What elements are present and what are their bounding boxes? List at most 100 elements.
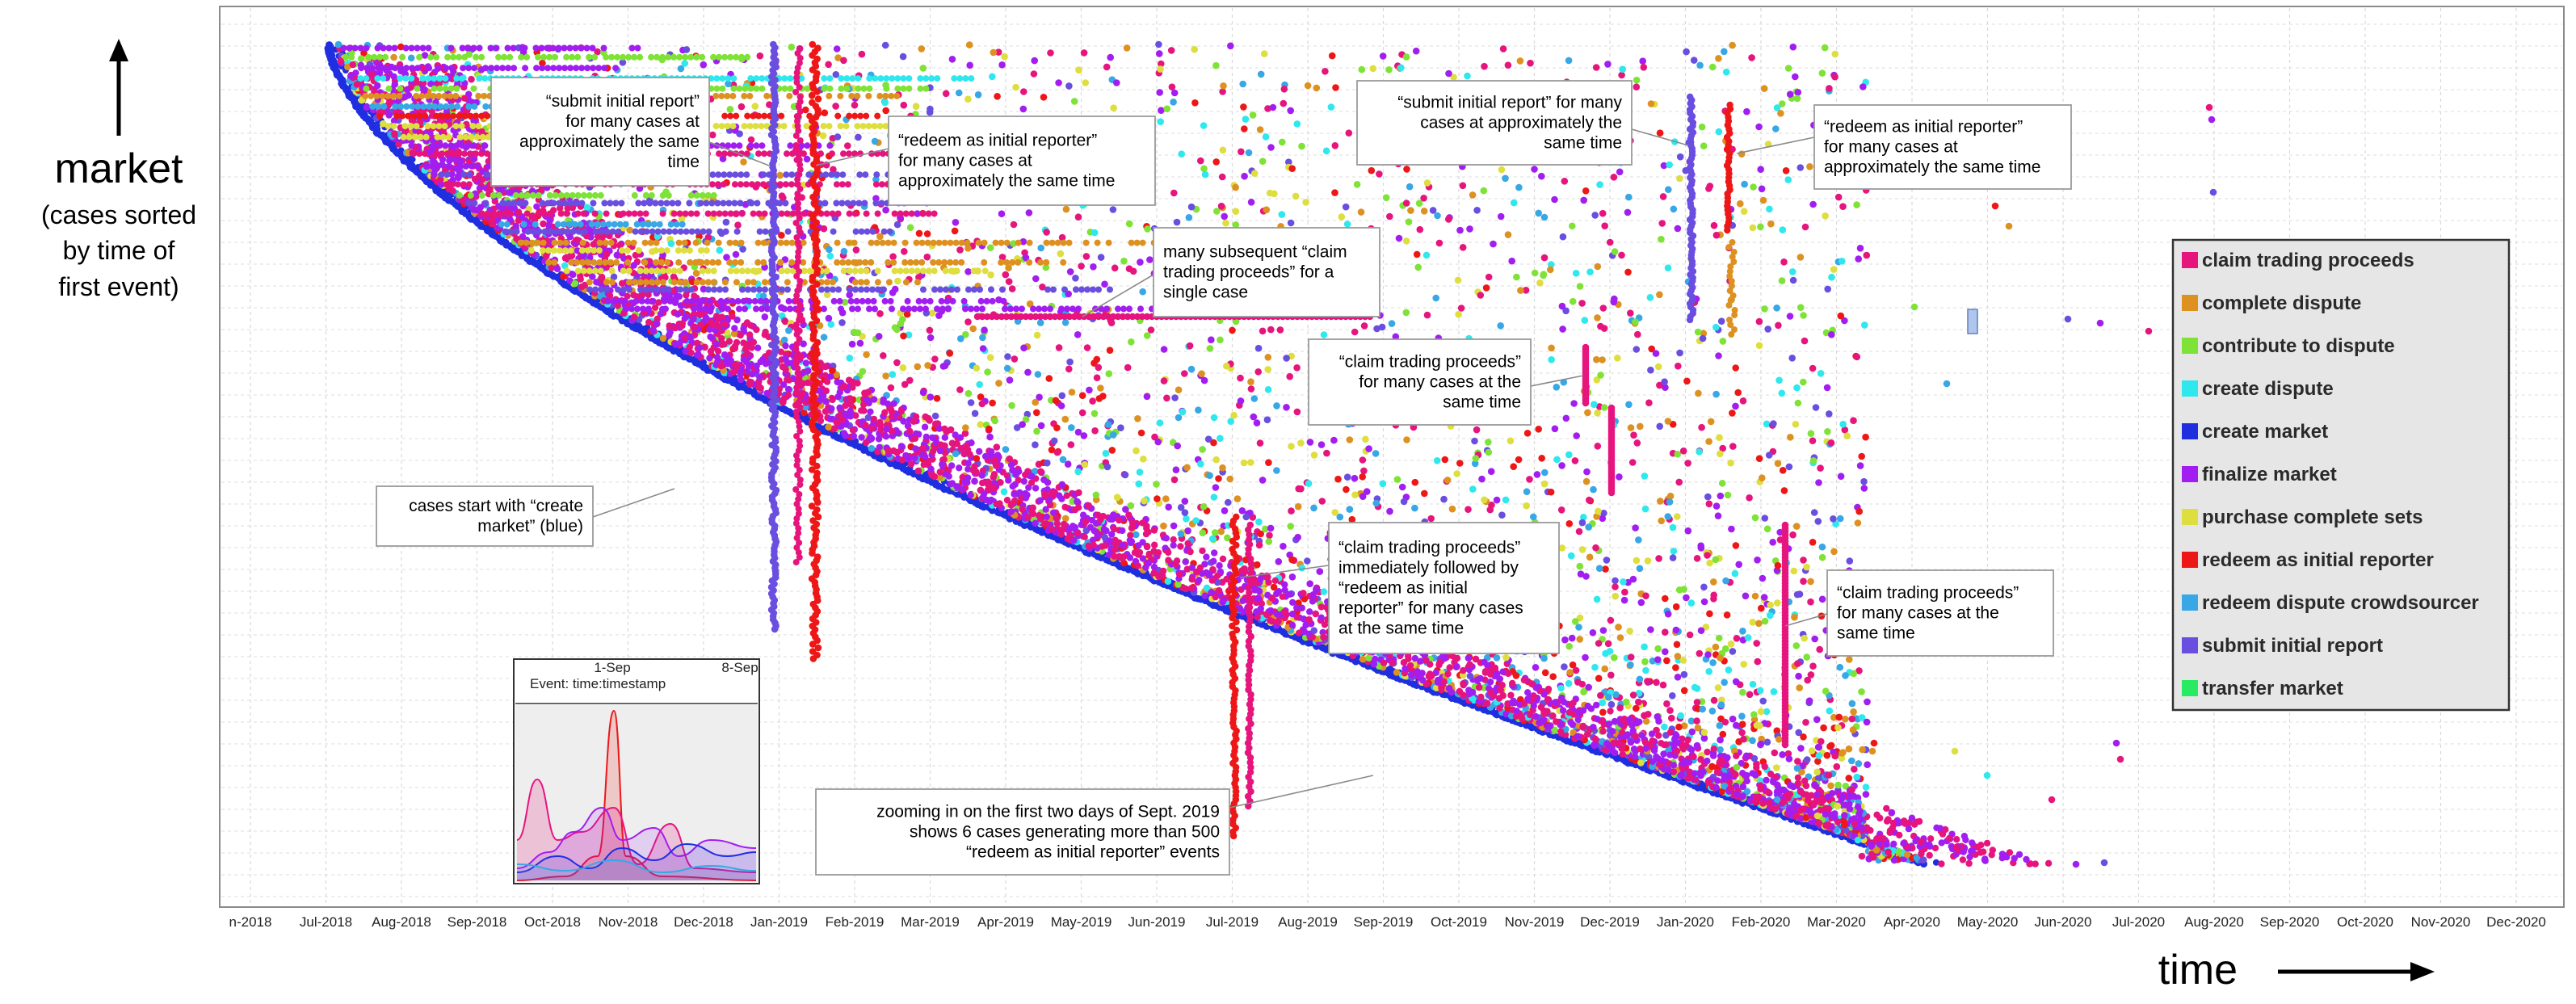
event-dot — [1644, 678, 1651, 685]
event-dot — [1687, 599, 1696, 607]
event-dot — [1838, 258, 1846, 265]
event-dot — [1263, 416, 1271, 423]
event-dot — [1715, 634, 1723, 642]
event-dot — [1757, 708, 1765, 716]
event-dot — [981, 326, 988, 334]
event-dot — [1592, 544, 1599, 552]
event-dot — [1607, 671, 1615, 679]
event-dot — [1293, 408, 1301, 416]
event-dot — [1183, 515, 1190, 523]
event-dot — [1580, 196, 1587, 204]
event-dot — [1527, 59, 1534, 67]
event-dot — [1024, 368, 1032, 376]
event-dot — [912, 103, 920, 110]
event-dot — [1471, 437, 1478, 445]
event-dot — [1175, 386, 1183, 394]
event-dot — [1653, 678, 1660, 687]
event-dot — [1821, 44, 1829, 52]
event-dot — [1769, 539, 1776, 546]
event-dot — [1171, 394, 1179, 401]
event-dot — [1490, 240, 1497, 248]
event-dot — [973, 455, 981, 462]
event-dot — [1288, 573, 1296, 581]
event-dot — [1862, 433, 1869, 441]
event-dot — [1259, 158, 1267, 165]
event-dot — [1022, 416, 1030, 423]
event-dot — [1269, 103, 1277, 111]
event-dot — [1477, 292, 1485, 299]
event-dot — [1351, 657, 1359, 666]
event-dot — [1448, 688, 1455, 696]
event-dot — [1178, 150, 1185, 158]
event-dot — [1850, 670, 1857, 678]
event-dot — [1482, 284, 1490, 292]
event-dot — [1666, 498, 1674, 506]
event-dot — [1824, 285, 1831, 293]
event-dot — [1504, 61, 1512, 69]
event-dot — [1814, 758, 1822, 765]
event-dot — [1807, 430, 1815, 437]
event-dot — [1761, 515, 1769, 522]
event-dot — [1803, 653, 1810, 661]
event-dot — [1580, 688, 1587, 695]
event-dot — [1761, 305, 1768, 313]
event-dot — [926, 326, 934, 334]
event-dot — [882, 107, 889, 115]
event-dot — [1157, 65, 1164, 73]
event-dot — [1493, 496, 1501, 504]
event-dot — [899, 364, 907, 372]
event-dot — [1817, 370, 1825, 377]
event-dot — [1443, 477, 1452, 484]
event-dot — [1455, 310, 1462, 318]
event-dot — [967, 491, 974, 499]
event-dot — [900, 101, 908, 109]
event-dot — [927, 334, 935, 342]
event-dot — [1032, 441, 1039, 448]
event-dot — [1644, 557, 1652, 565]
event-dot — [1091, 427, 1099, 435]
event-dot — [1208, 336, 1215, 344]
event-dot — [1385, 66, 1393, 74]
event-dot — [1820, 724, 1827, 732]
event-dot — [1704, 651, 1712, 658]
event-dot — [1646, 294, 1654, 301]
event-dot — [1427, 515, 1435, 523]
event-dot — [901, 380, 909, 389]
event-dot — [1848, 715, 1856, 723]
event-dot — [1662, 648, 1669, 656]
event-dot — [1672, 664, 1679, 671]
event-dot — [1208, 535, 1217, 543]
event-dot — [1778, 100, 1786, 107]
event-dot — [1167, 47, 1175, 54]
event-dot — [1322, 147, 1330, 155]
event-dot — [1806, 163, 1813, 170]
event-dot — [1032, 398, 1039, 406]
event-dot — [1717, 736, 1724, 744]
event-dot — [1597, 322, 1604, 330]
event-dot — [1540, 213, 1549, 221]
event-dot — [1845, 745, 1853, 753]
event-dot — [1306, 439, 1314, 446]
event-dot — [626, 226, 633, 234]
event-dot — [1633, 83, 1641, 90]
event-dot — [1157, 118, 1164, 125]
event-dot — [1247, 385, 1255, 393]
event-dot — [1592, 64, 1600, 71]
event-dot — [1594, 263, 1602, 271]
event-dot — [1517, 287, 1524, 294]
event-dot — [1855, 760, 1863, 767]
event-dot — [1222, 219, 1229, 227]
event-dot — [1616, 473, 1623, 481]
event-dot — [880, 352, 887, 359]
event-dot — [1740, 208, 1748, 216]
event-dot — [1498, 511, 1506, 519]
event-dot — [1266, 531, 1273, 540]
event-dot — [1700, 142, 1708, 149]
event-dot — [1566, 669, 1574, 676]
event-dot — [1298, 604, 1305, 611]
event-dot — [1595, 507, 1602, 515]
event-dot — [997, 479, 1004, 486]
event-dot — [1164, 578, 1172, 585]
event-dot — [1020, 88, 1027, 95]
event-dot — [1227, 418, 1234, 425]
